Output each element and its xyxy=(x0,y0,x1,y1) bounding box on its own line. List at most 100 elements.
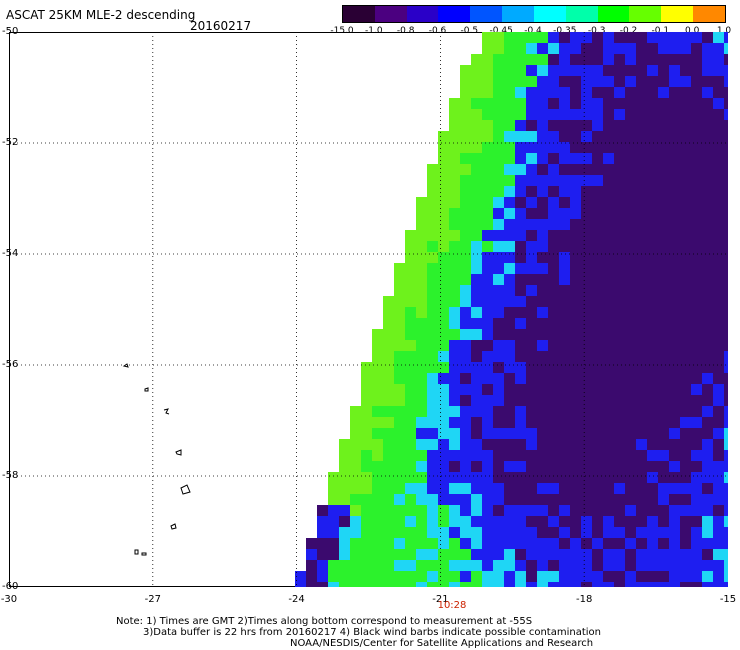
swath-cell xyxy=(592,175,604,187)
swath-cell xyxy=(482,428,494,440)
swath-cell xyxy=(658,186,670,198)
swath-cell xyxy=(680,538,692,550)
swath-cell xyxy=(526,208,538,220)
swath-cell xyxy=(680,417,692,429)
swath-cell xyxy=(658,164,670,176)
swath-cell xyxy=(724,527,728,539)
swath-cell xyxy=(702,373,714,385)
swath-cell xyxy=(526,318,538,330)
swath-cell xyxy=(559,472,571,484)
swath-cell xyxy=(614,142,626,154)
swath-cell xyxy=(691,164,703,176)
swath-cell xyxy=(570,516,582,528)
swath-cell xyxy=(515,219,527,231)
swath-cell xyxy=(702,549,714,561)
swath-cell xyxy=(449,417,461,429)
swath-cell xyxy=(570,208,582,220)
swath-cell xyxy=(537,351,549,363)
swath-cell xyxy=(460,120,472,132)
swath-cell xyxy=(438,263,450,275)
swath-cell xyxy=(680,571,692,583)
swath-cell xyxy=(713,274,725,286)
swath-cell xyxy=(526,153,538,165)
swath-cell xyxy=(372,472,384,484)
swath-cell xyxy=(438,395,450,407)
swath-cell xyxy=(515,406,527,418)
swath-cell xyxy=(647,395,659,407)
swath-cell xyxy=(383,538,395,550)
swath-cell xyxy=(713,98,725,110)
swath-cell xyxy=(713,252,725,264)
swath-cell xyxy=(592,538,604,550)
swath-cell xyxy=(669,285,681,297)
swath-cell xyxy=(636,406,648,418)
swath-cell xyxy=(405,494,417,506)
swath-cell xyxy=(328,538,340,550)
swath-cell xyxy=(493,549,505,561)
swath-cell xyxy=(669,241,681,253)
swath-cell xyxy=(482,76,494,88)
swath-cell xyxy=(658,417,670,429)
swath-cell xyxy=(713,307,725,319)
swath-cell xyxy=(614,516,626,528)
swath-cell xyxy=(570,164,582,176)
swath-cell xyxy=(592,241,604,253)
swath-cell xyxy=(504,87,516,99)
swath-cell xyxy=(658,120,670,132)
swath-cell xyxy=(361,384,373,396)
swath-cell xyxy=(427,175,439,187)
swath-cell xyxy=(383,373,395,385)
swath-cell xyxy=(559,560,571,572)
swath-cell xyxy=(581,252,593,264)
swath-cell xyxy=(702,318,714,330)
swath-cell xyxy=(614,384,626,396)
swath-cell xyxy=(504,450,516,462)
swath-cell xyxy=(691,329,703,341)
swath-cell xyxy=(625,417,637,429)
swath-cell xyxy=(515,285,527,297)
swath-cell xyxy=(416,263,428,275)
swath-cell xyxy=(504,571,516,583)
lon-label: -27 xyxy=(144,594,161,605)
swath-cell xyxy=(526,384,538,396)
swath-cell xyxy=(669,230,681,242)
swath-cell xyxy=(669,307,681,319)
swath-cell xyxy=(449,208,461,220)
swath-cell xyxy=(713,131,725,143)
swath-cell xyxy=(328,505,340,517)
swath-cell xyxy=(581,362,593,374)
swath-cell xyxy=(680,505,692,517)
swath-cell xyxy=(724,494,728,506)
swath-cell xyxy=(427,329,439,341)
swath-cell xyxy=(471,538,483,550)
swath-cell xyxy=(658,494,670,506)
swath-cell xyxy=(570,395,582,407)
swath-cell xyxy=(724,241,728,253)
swath-cell xyxy=(581,483,593,495)
swath-cell xyxy=(361,538,373,550)
swath-cell xyxy=(537,142,549,154)
swath-cell xyxy=(592,329,604,341)
swath-cell xyxy=(636,395,648,407)
swath-cell xyxy=(460,538,472,550)
swath-cell xyxy=(680,296,692,308)
swath-cell xyxy=(460,307,472,319)
lat-label: -50 xyxy=(2,26,19,37)
swath-cell xyxy=(614,197,626,209)
swath-cell xyxy=(581,461,593,473)
swath-cell xyxy=(658,571,670,583)
swath-cell xyxy=(394,285,406,297)
swath-cell xyxy=(537,32,549,44)
swath-cell xyxy=(691,362,703,374)
swath-cell xyxy=(713,483,725,495)
swath-cell xyxy=(559,131,571,143)
swath-cell xyxy=(427,340,439,352)
swath-cell xyxy=(614,120,626,132)
swath-cell xyxy=(713,65,725,77)
swath-cell xyxy=(460,362,472,374)
swath-cell xyxy=(339,527,351,539)
swath-cell xyxy=(482,164,494,176)
swath-cell xyxy=(647,296,659,308)
swath-cell xyxy=(603,175,615,187)
swath-cell xyxy=(559,65,571,77)
